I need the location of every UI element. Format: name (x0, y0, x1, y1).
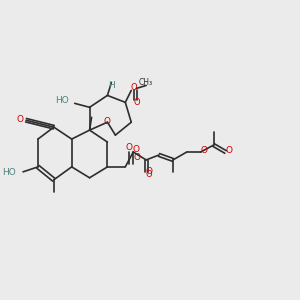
Text: HO: HO (2, 168, 16, 177)
Text: O: O (126, 142, 133, 152)
Text: O: O (146, 170, 152, 179)
Text: H: H (108, 81, 115, 90)
Text: O: O (134, 98, 140, 107)
Text: O: O (104, 117, 111, 126)
Text: O: O (225, 146, 232, 154)
Text: O: O (133, 145, 140, 154)
Text: O: O (134, 153, 141, 162)
Text: HO: HO (55, 96, 69, 105)
Text: CH₃: CH₃ (139, 78, 153, 87)
Text: O: O (146, 167, 153, 176)
Text: O: O (16, 115, 24, 124)
Text: O: O (131, 83, 137, 92)
Text: O: O (200, 146, 207, 154)
